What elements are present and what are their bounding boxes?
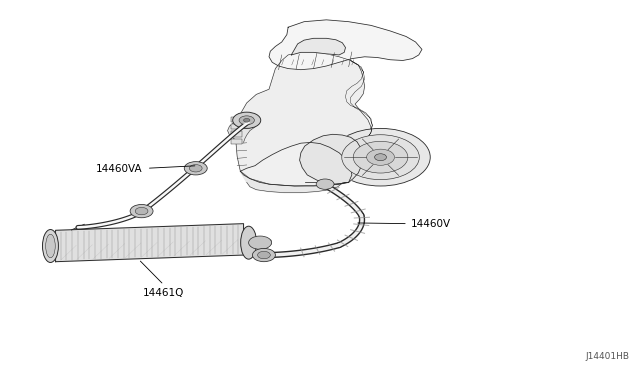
Circle shape — [248, 236, 271, 249]
Circle shape — [342, 135, 419, 180]
Circle shape — [233, 112, 260, 128]
Text: 14461Q: 14461Q — [143, 288, 184, 298]
Polygon shape — [241, 171, 349, 193]
Ellipse shape — [42, 230, 58, 263]
Polygon shape — [300, 134, 364, 185]
FancyBboxPatch shape — [232, 124, 243, 129]
FancyBboxPatch shape — [232, 139, 243, 144]
Circle shape — [353, 141, 408, 173]
Polygon shape — [241, 142, 352, 186]
Polygon shape — [269, 20, 422, 70]
Circle shape — [331, 128, 430, 186]
Ellipse shape — [45, 234, 55, 258]
Circle shape — [239, 116, 254, 125]
Text: 14460V: 14460V — [411, 219, 451, 229]
Circle shape — [367, 149, 394, 165]
Text: J14401HB: J14401HB — [585, 352, 629, 361]
Circle shape — [316, 179, 334, 189]
Ellipse shape — [241, 226, 257, 259]
FancyBboxPatch shape — [232, 116, 243, 122]
Circle shape — [374, 154, 387, 161]
Polygon shape — [236, 52, 371, 186]
FancyBboxPatch shape — [232, 131, 243, 137]
Circle shape — [189, 164, 202, 172]
Circle shape — [135, 208, 148, 215]
Polygon shape — [291, 38, 346, 55]
Circle shape — [184, 161, 207, 175]
Polygon shape — [228, 119, 256, 142]
Polygon shape — [56, 224, 244, 262]
Circle shape — [130, 205, 153, 218]
Text: 14460VA: 14460VA — [96, 164, 143, 174]
Circle shape — [252, 248, 275, 262]
Circle shape — [244, 118, 250, 122]
Circle shape — [257, 251, 270, 259]
